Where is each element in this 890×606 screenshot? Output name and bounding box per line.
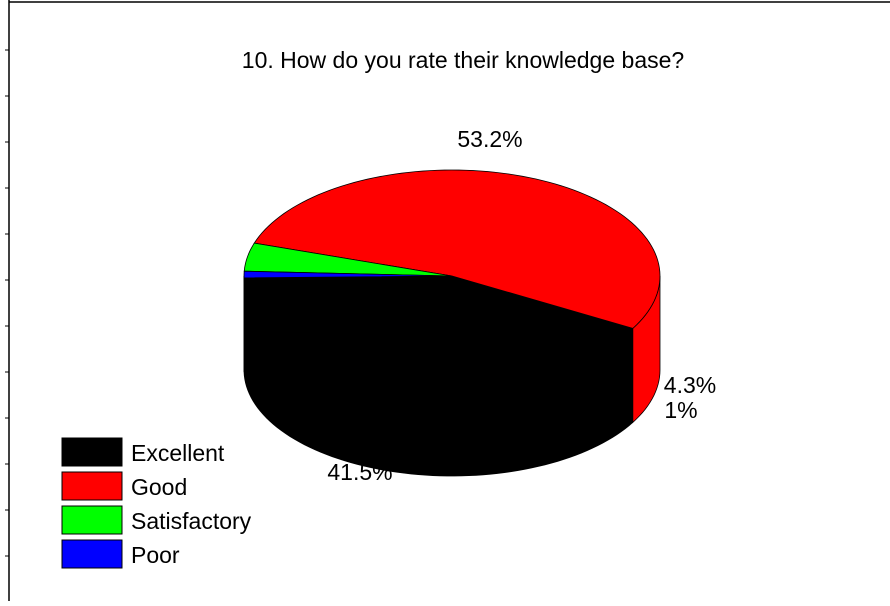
legend-label-good: Good — [131, 474, 187, 500]
legend-label-poor: Poor — [131, 542, 180, 568]
legend-swatch-excellent — [62, 438, 122, 466]
pie-top — [244, 170, 660, 382]
legend-label-excellent: Excellent — [131, 440, 225, 466]
slice-label-poor: 1% — [664, 397, 697, 423]
slice-label-satisfactory: 4.3% — [664, 372, 716, 398]
legend-swatch-satisfactory — [62, 506, 122, 534]
legend-swatch-poor — [62, 540, 122, 568]
chart-title: 10. How do you rate their knowledge base… — [242, 47, 684, 73]
slice-label-excellent: 41.5% — [327, 459, 392, 485]
legend-swatch-good — [62, 472, 122, 500]
legend: Excellent Good Satisfactory Poor — [62, 438, 252, 568]
legend-label-satisfactory: Satisfactory — [131, 508, 252, 534]
slice-label-good: 53.2% — [457, 126, 522, 152]
pie-slices — [244, 170, 660, 476]
